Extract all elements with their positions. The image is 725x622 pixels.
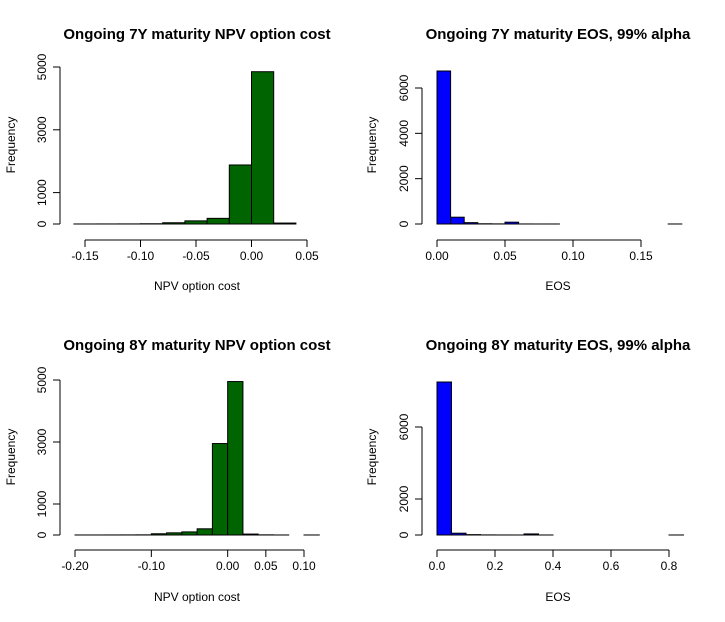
x-tick-label: 0.00: [240, 249, 264, 263]
bar: [162, 222, 186, 225]
bar: [251, 71, 275, 225]
x-tick-label: 0.05: [254, 559, 278, 573]
y-tick-label: 5000: [35, 53, 49, 80]
y-tick-label: 6000: [397, 74, 411, 101]
y-tick-label: 2000: [397, 485, 411, 512]
bar: [504, 221, 520, 225]
y-tick-label: 0: [397, 220, 411, 227]
chart-title: Ongoing 8Y maturity NPV option cost: [63, 337, 330, 354]
x-tick-label: 0.15: [629, 249, 653, 263]
x-axis-label: EOS: [545, 279, 570, 293]
bar: [166, 532, 183, 536]
bar: [211, 443, 229, 536]
y-tick-label: 3000: [35, 116, 49, 143]
bar: [436, 70, 452, 225]
chart-title: Ongoing 8Y maturity EOS, 99% alpha: [426, 337, 691, 354]
x-tick-label: -0.15: [71, 249, 99, 263]
bar: [227, 381, 244, 536]
x-tick-label: -0.10: [138, 559, 166, 573]
x-tick-label: -0.20: [61, 559, 89, 573]
y-tick-label: 3000: [35, 428, 49, 455]
bar: [273, 222, 297, 225]
bar: [451, 532, 467, 536]
y-tick-label: 1000: [35, 490, 49, 517]
bar: [150, 533, 168, 536]
y-tick-label: 0: [35, 220, 49, 227]
y-tick-label: 2000: [397, 165, 411, 192]
bar: [184, 220, 208, 225]
x-tick-label: 0.05: [493, 249, 517, 263]
x-tick-label: 0.0: [429, 559, 446, 573]
x-axis-label: NPV option cost: [154, 590, 241, 604]
y-tick-label: 5000: [35, 366, 49, 393]
bar: [196, 528, 213, 536]
x-tick-label: 0.00: [425, 249, 449, 263]
x-axis-label: EOS: [545, 590, 570, 604]
bar: [206, 217, 230, 225]
y-axis-label: Frequency: [365, 429, 379, 486]
x-axis-label: NPV option cost: [154, 279, 241, 293]
x-tick-label: -0.10: [127, 249, 155, 263]
x-tick-label: 0.6: [603, 559, 620, 573]
x-tick-label: 0.05: [295, 249, 319, 263]
bar: [181, 531, 198, 536]
bar: [242, 533, 259, 536]
y-axis-label: Frequency: [4, 117, 18, 174]
y-tick-label: 0: [397, 531, 411, 538]
x-tick-label: 0.10: [561, 249, 585, 263]
chart-title: Ongoing 7Y maturity NPV option cost: [63, 26, 330, 43]
x-tick-label: 0.10: [292, 559, 316, 573]
y-axis-label: Frequency: [365, 117, 379, 174]
bar: [523, 533, 539, 536]
x-tick-label: 0.00: [216, 559, 240, 573]
bar: [228, 164, 253, 225]
y-tick-label: 1000: [35, 179, 49, 206]
y-tick-label: 6000: [397, 413, 411, 440]
bar: [450, 216, 465, 225]
x-tick-label: 0.8: [661, 559, 678, 573]
bar: [463, 222, 479, 225]
y-axis-label: Frequency: [4, 429, 18, 486]
y-tick-label: 0: [35, 531, 49, 538]
bar: [436, 381, 452, 536]
x-tick-label: -0.05: [182, 249, 210, 263]
x-tick-label: 0.2: [487, 559, 504, 573]
y-tick-label: 4000: [397, 120, 411, 147]
x-tick-label: 0.4: [545, 559, 562, 573]
chart-title: Ongoing 7Y maturity EOS, 99% alpha: [426, 26, 691, 43]
